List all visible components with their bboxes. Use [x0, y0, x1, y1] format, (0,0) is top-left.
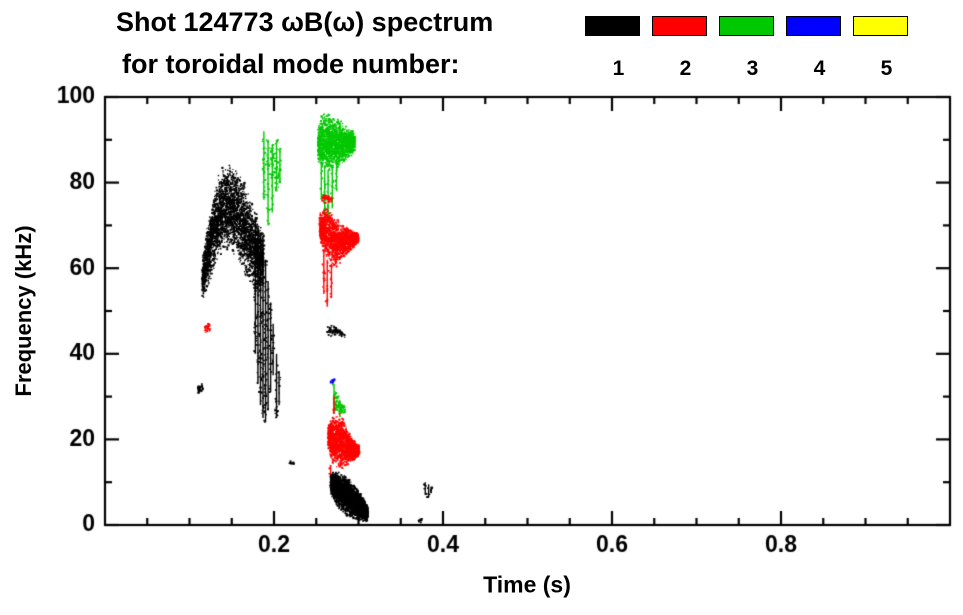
legend-label-mode-2: 2 — [679, 57, 692, 80]
legend-label-mode-1: 1 — [612, 57, 625, 80]
chart-subtitle: for toroidal mode number: — [122, 49, 460, 79]
legend-label-mode-5: 5 — [880, 57, 893, 80]
legend-swatches — [585, 16, 920, 36]
legend-swatch-mode-2 — [652, 16, 707, 36]
legend-label-mode-3: 3 — [746, 57, 759, 80]
legend-swatch-mode-3 — [719, 16, 774, 36]
y-axis-label: Frequency (kHz) — [11, 225, 36, 397]
legend-swatch-mode-1 — [585, 16, 640, 36]
legend-swatch-mode-4 — [786, 16, 841, 36]
legend-swatch-mode-5 — [853, 16, 908, 36]
chart-title: Shot 124773 ωB(ω) spectrum — [116, 7, 494, 37]
x-axis-label: Time (s) — [483, 571, 571, 598]
legend-label-mode-4: 4 — [813, 57, 826, 80]
legend-numbers: 1 2 3 4 5 — [585, 57, 920, 81]
